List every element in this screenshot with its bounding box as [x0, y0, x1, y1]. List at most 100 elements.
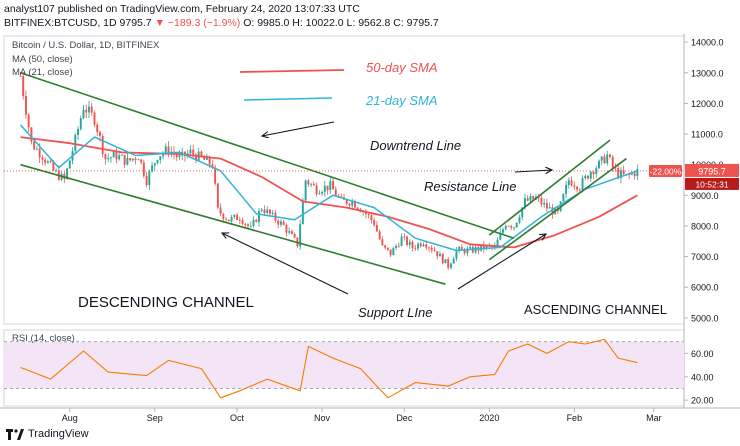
candle-body	[304, 180, 307, 201]
price-tick-label: 5000.0	[691, 313, 719, 323]
candle-body	[598, 160, 600, 169]
candle-body	[148, 171, 151, 186]
candle-body	[340, 196, 343, 198]
candle-body	[436, 251, 439, 257]
candle-body	[159, 156, 162, 161]
candle-body	[162, 153, 164, 157]
candle-body	[290, 231, 293, 235]
candle-body	[49, 161, 52, 163]
candle-body	[381, 239, 384, 246]
candle-body	[414, 248, 417, 249]
timer-tag	[685, 177, 739, 190]
brand-name: TradingView	[28, 428, 89, 440]
candle-body	[463, 249, 466, 254]
candle-body	[112, 151, 115, 158]
candle-body	[104, 154, 107, 160]
candle-body	[332, 181, 334, 190]
candle-body	[609, 154, 611, 158]
candle-body	[515, 222, 518, 228]
last-price-tag	[685, 163, 739, 177]
pct-tag	[649, 164, 682, 177]
candle-body	[444, 259, 447, 264]
resistance-annotation: Resistance Line	[424, 179, 517, 194]
candle-body	[79, 118, 82, 129]
candle-body	[513, 227, 515, 229]
candle-body	[628, 174, 631, 176]
chart-title: Bitcoin / U.S. Dollar, 1D, BITFINEX	[12, 40, 160, 51]
support-annotation: Support LIne	[358, 305, 432, 320]
price-tick-label: 7000.0	[691, 252, 719, 262]
candle-body	[606, 154, 609, 164]
candle-body	[227, 219, 230, 222]
candle-body	[592, 171, 595, 175]
candle-body	[19, 75, 22, 77]
candle-body	[384, 245, 387, 248]
time-tick-label: 2020	[479, 413, 499, 423]
trend-line-0	[20, 72, 515, 239]
candle-body	[589, 171, 592, 179]
candle-body	[433, 250, 436, 252]
candle-body	[408, 241, 411, 245]
price-tick-label: 9000.0	[691, 191, 719, 201]
price-tick-label: 6000.0	[691, 283, 719, 293]
candle-body	[252, 219, 255, 226]
candle-body	[373, 220, 376, 226]
tradingview-logo[interactable]: TradingView	[6, 428, 89, 440]
candle-body	[565, 185, 568, 194]
candle-body	[134, 158, 137, 160]
candle-body	[633, 173, 636, 177]
candle-body	[194, 154, 197, 161]
sma21-sample-line	[243, 97, 333, 101]
candle-body	[82, 109, 85, 119]
candle-body	[241, 220, 244, 224]
candle-body	[285, 225, 288, 233]
candle-body	[378, 231, 381, 240]
candle-body	[192, 149, 195, 155]
candle-body	[617, 168, 620, 179]
candle-body	[260, 209, 263, 211]
candle-body	[315, 185, 318, 195]
candle-body	[96, 124, 99, 133]
price-change: ▼ −189.3 (−1.9%)	[154, 17, 241, 29]
sma21-annotation: 21-day SMA	[365, 93, 438, 108]
candle-body	[123, 154, 126, 165]
candle-body	[573, 185, 576, 187]
candle-body	[131, 158, 134, 161]
candle-body	[611, 157, 614, 168]
candle-body	[518, 217, 521, 223]
candle-body	[417, 243, 419, 249]
tradingview-icon	[6, 428, 24, 440]
sma50-sample-line	[239, 69, 345, 73]
pct-tag-label: -22.00%	[650, 166, 682, 176]
candle-body	[507, 225, 510, 227]
candle-body	[502, 229, 504, 233]
candle-body	[510, 226, 513, 228]
trend-line-1	[20, 163, 446, 285]
candle-body	[90, 106, 93, 113]
candle-body	[55, 170, 58, 172]
candle-body	[99, 132, 101, 136]
candle-body	[395, 245, 398, 248]
candle-body	[200, 151, 203, 157]
candle-body	[271, 212, 274, 214]
candle-body	[619, 170, 622, 179]
candle-body	[323, 185, 326, 193]
candle-body	[41, 157, 44, 160]
candle-body	[406, 236, 409, 245]
candle-body	[74, 134, 77, 152]
last-price-label: 9795.7	[698, 166, 726, 176]
candle-body	[211, 164, 214, 168]
candle-body	[266, 209, 269, 213]
candle-body	[156, 160, 159, 164]
candle-body	[27, 114, 30, 128]
candle-body	[526, 198, 529, 201]
price-chart[interactable]: 5000.06000.07000.08000.09000.010000.0110…	[0, 34, 740, 424]
ticker: BITFINEX:BTCUSD, 1D	[4, 17, 117, 29]
candle-body	[321, 192, 324, 194]
candle-body	[447, 259, 450, 268]
time-tick-label: Nov	[314, 413, 331, 423]
candle-body	[85, 109, 88, 113]
candle-body	[367, 214, 370, 216]
candle-body	[107, 158, 110, 160]
candle-body	[33, 141, 36, 150]
